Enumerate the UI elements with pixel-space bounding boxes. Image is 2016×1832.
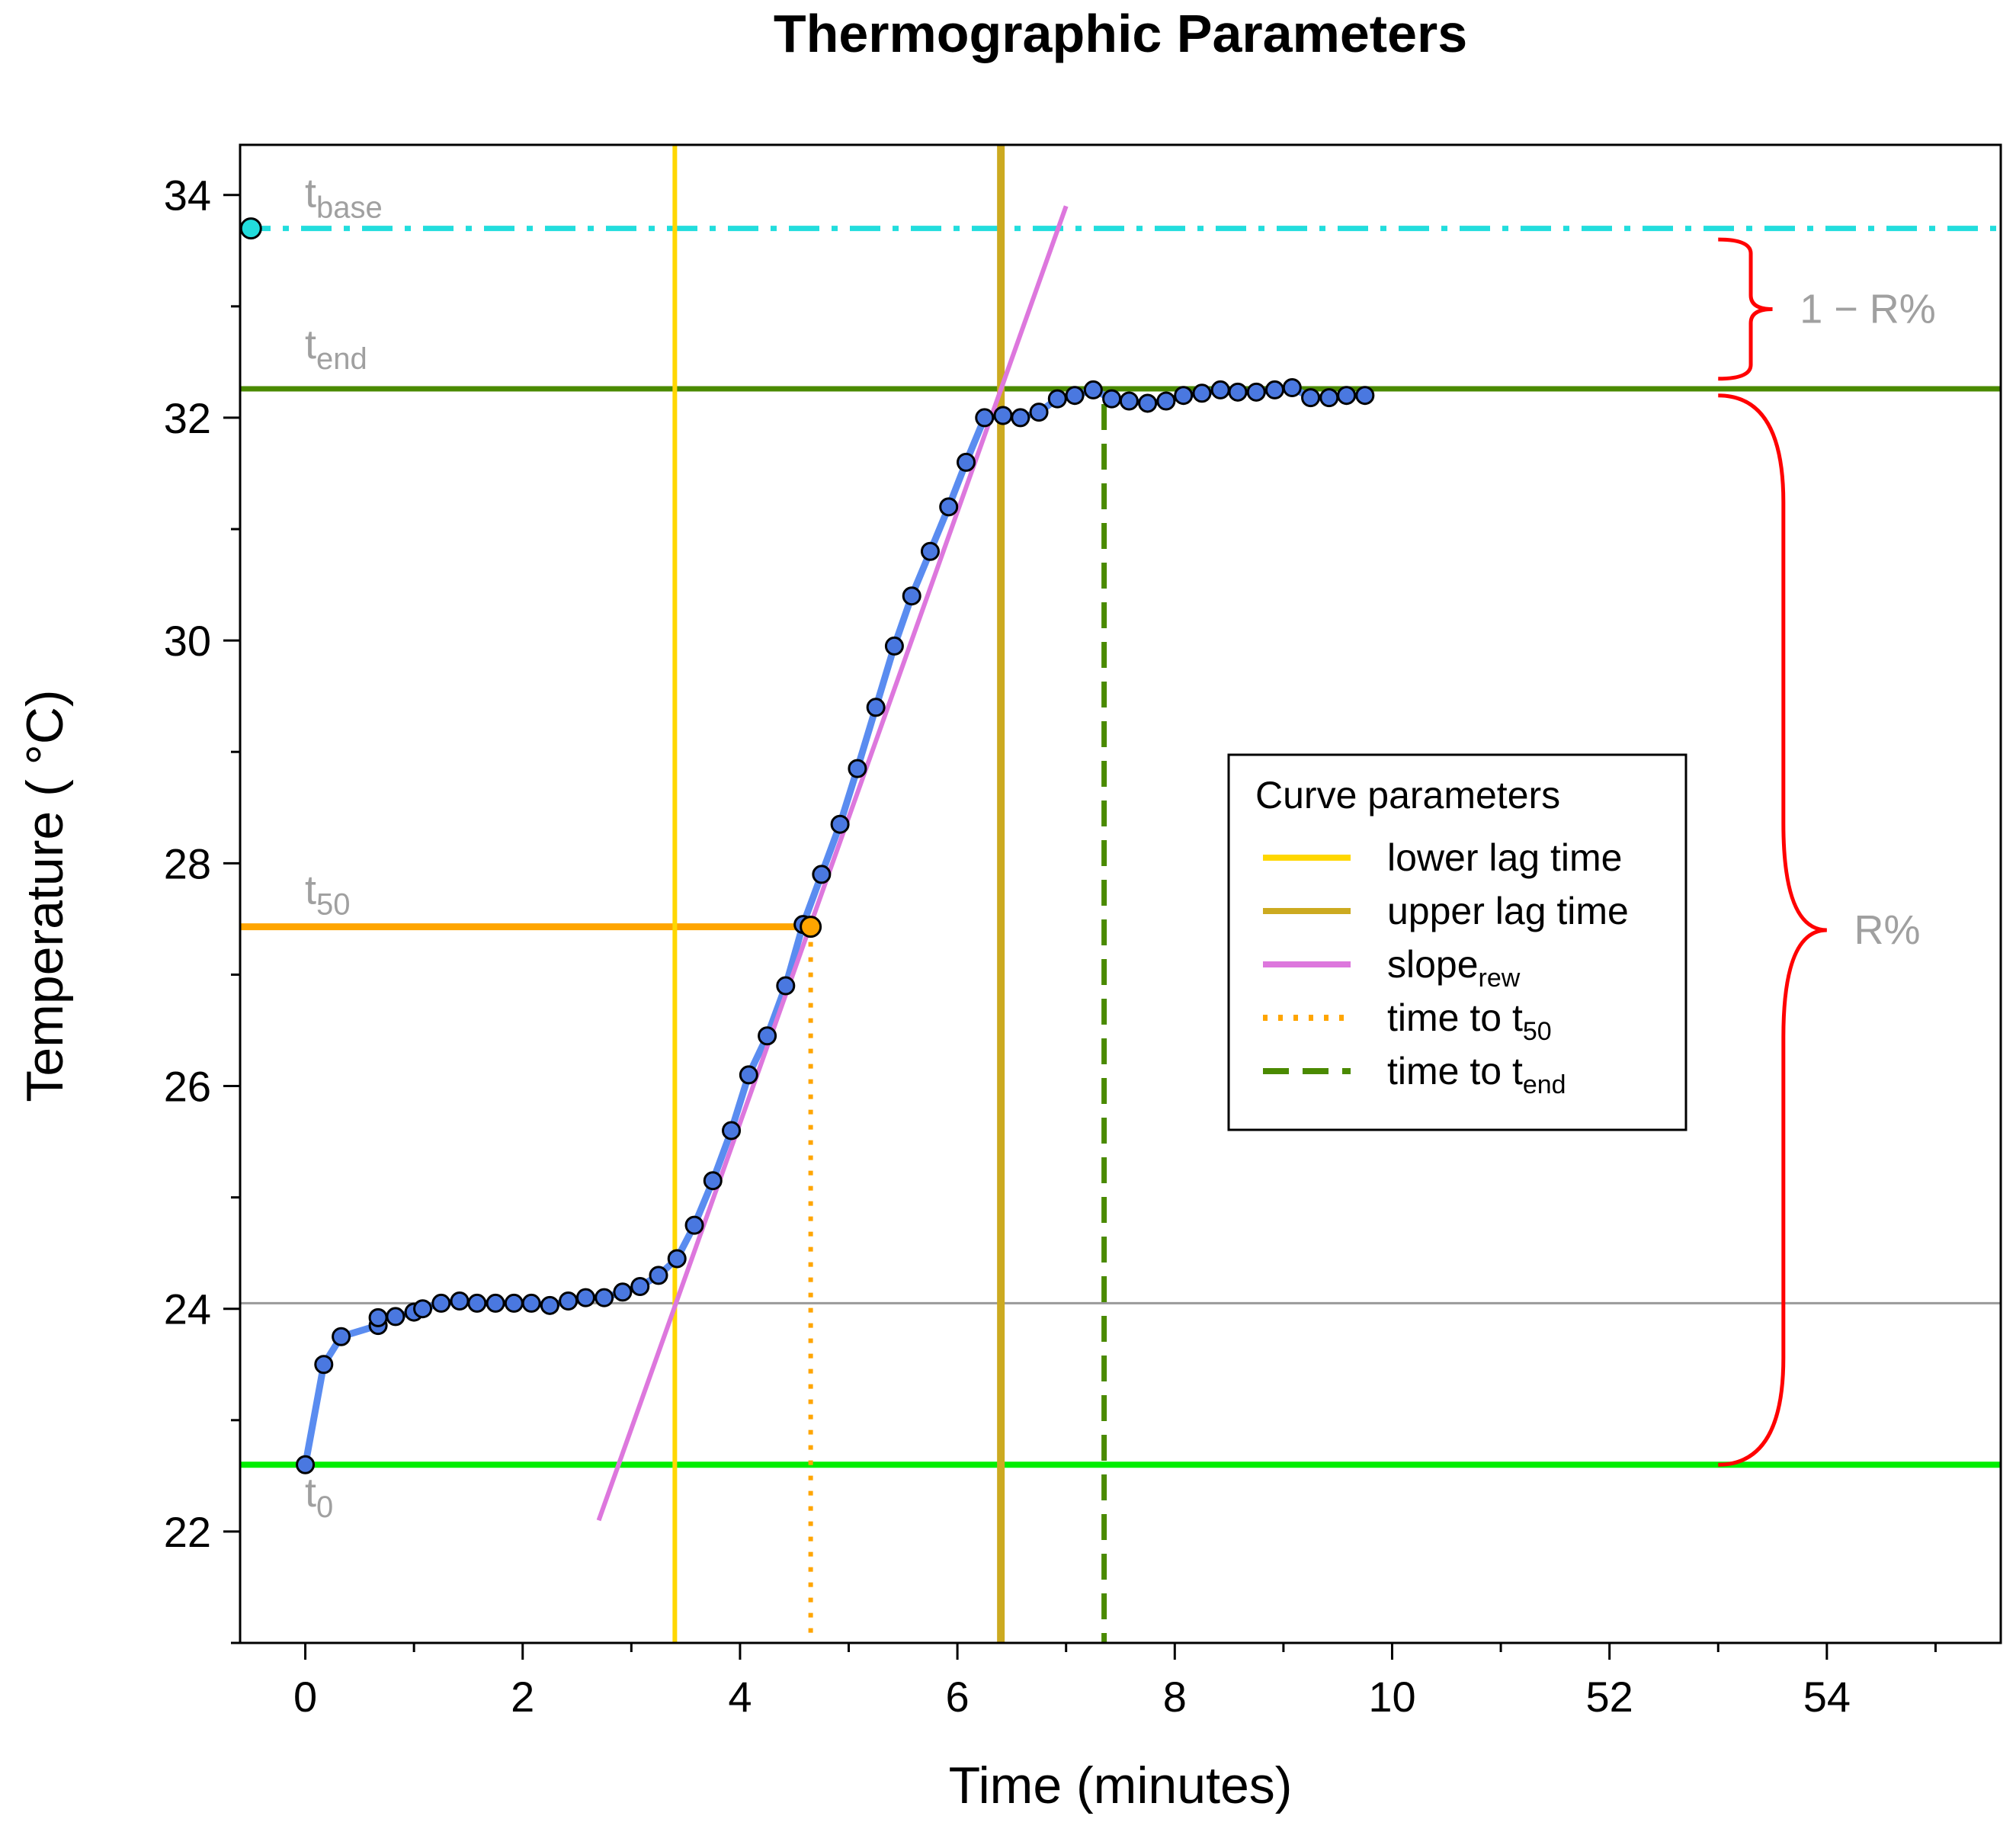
data-point: [667, 1249, 687, 1269]
tend-label: tend: [305, 322, 367, 376]
y-tick-label: 28: [164, 839, 211, 887]
legend-item-label: sloperew: [1387, 943, 1521, 993]
data-point: [684, 1215, 704, 1235]
data-point: [1138, 393, 1158, 413]
data-point: [939, 497, 959, 517]
tbase-point: [240, 217, 262, 240]
data-point: [630, 1276, 650, 1296]
y-tick-label: 22: [164, 1508, 211, 1556]
x-tick-label: 2: [511, 1673, 534, 1721]
data-point: [993, 406, 1013, 425]
data-point: [575, 1288, 595, 1307]
data-point: [866, 698, 886, 717]
data-point: [703, 1171, 723, 1191]
data-point: [1228, 382, 1248, 402]
brace-r-percent: [1718, 393, 1827, 1467]
data-point: [1355, 386, 1375, 406]
x-tick-label: 4: [728, 1673, 752, 1721]
chart-title: Thermographic Parameters: [774, 4, 1467, 63]
data-point: [722, 1121, 742, 1141]
data-point: [1156, 391, 1176, 411]
legend-item-label: lower lag time: [1387, 836, 1622, 879]
x-axis-title: Time (minutes): [949, 1757, 1293, 1814]
y-tick-label: 34: [164, 172, 211, 220]
data-point: [920, 541, 940, 561]
data-point: [1319, 388, 1339, 408]
data-point: [957, 452, 976, 472]
data-point: [431, 1293, 451, 1313]
plot-area: [240, 145, 2001, 1643]
data-point: [314, 1355, 334, 1375]
data-point: [450, 1291, 470, 1311]
y-axis-title: Temperature ( °C): [16, 689, 74, 1102]
data-point: [1337, 386, 1357, 406]
data-point: [812, 865, 832, 884]
data-point: [776, 976, 796, 996]
data-point: [613, 1282, 633, 1302]
t50-point: [800, 916, 822, 938]
x-tick-label: 10: [1368, 1673, 1415, 1721]
x-tick-label: 6: [946, 1673, 970, 1721]
legend-title: Curve parameters: [1255, 774, 1560, 817]
data-point: [386, 1307, 405, 1327]
data-point: [1029, 403, 1049, 422]
data-point: [413, 1299, 433, 1319]
x-tick-label: 54: [1803, 1673, 1851, 1721]
y-tick-label: 32: [164, 394, 211, 442]
data-point: [758, 1026, 777, 1046]
data-point: [595, 1288, 614, 1307]
data-point: [1047, 389, 1067, 409]
data-point: [1282, 377, 1302, 397]
data-point: [1065, 386, 1085, 406]
data-point: [540, 1295, 559, 1315]
y-tick-label: 30: [164, 617, 211, 665]
data-point: [1083, 380, 1103, 399]
data-point: [1210, 380, 1230, 399]
data-point: [649, 1266, 668, 1285]
brace-1-minus-r-label: 1 − R%: [1800, 286, 1936, 332]
t0-label: t0: [305, 1470, 333, 1524]
data-point: [332, 1327, 351, 1346]
data-point: [467, 1293, 487, 1313]
data-point: [1264, 380, 1284, 399]
data-point: [368, 1307, 388, 1327]
legend-item-label: upper lag time: [1387, 890, 1629, 932]
data-point: [830, 814, 850, 834]
x-tick-label: 52: [1586, 1673, 1633, 1721]
y-tick-label: 26: [164, 1063, 211, 1111]
x-tick-label: 0: [293, 1673, 317, 1721]
data-point: [486, 1293, 505, 1313]
data-point: [902, 586, 921, 606]
x-tick-label: 8: [1163, 1673, 1187, 1721]
plot-frame: [239, 143, 2002, 1644]
brace-1-minus-r: [1718, 237, 1773, 381]
data-point: [1011, 408, 1030, 428]
data-point: [1301, 388, 1321, 408]
tbase-label: tbase: [305, 171, 383, 225]
data-point: [848, 759, 867, 778]
data-point: [521, 1293, 541, 1313]
data-point: [975, 408, 995, 428]
data-point: [1119, 391, 1139, 411]
legend-item-label: time to tend: [1387, 1050, 1566, 1099]
data-point: [1192, 383, 1212, 403]
slope-rew-line: [596, 205, 1069, 1522]
legend-box: [1227, 753, 1687, 1131]
legend-item-label: time to t50: [1387, 996, 1552, 1046]
legend: Curve parameters lower lag time upper lag …: [1227, 753, 1687, 1131]
data-point: [884, 636, 904, 656]
data-point: [296, 1455, 316, 1474]
y-tick-label: 24: [164, 1285, 211, 1333]
brace-r-percent-label: R%: [1854, 907, 1921, 953]
data-point: [1246, 382, 1266, 402]
data-point: [1102, 389, 1122, 409]
data-point: [1174, 386, 1194, 406]
data-point: [504, 1293, 524, 1313]
data-point: [739, 1065, 758, 1085]
t50-label: t50: [305, 868, 351, 922]
data-point: [559, 1291, 579, 1311]
